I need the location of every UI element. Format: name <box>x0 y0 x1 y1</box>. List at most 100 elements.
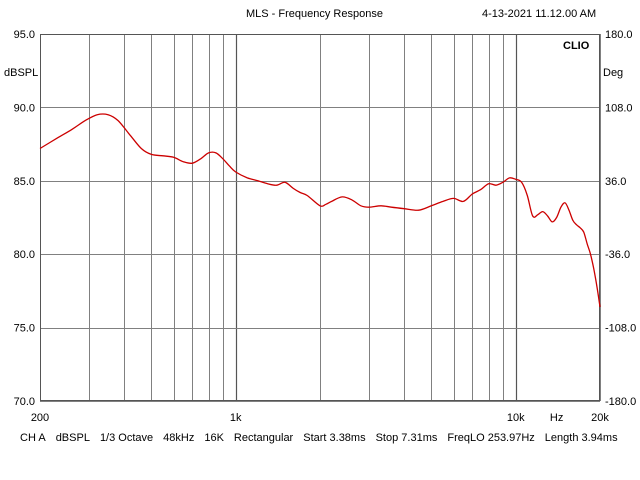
y-left-tick-label: 85.0 <box>14 176 35 188</box>
response-point <box>200 158 201 159</box>
footer-channel: CH A <box>20 432 46 444</box>
response-point <box>527 195 528 196</box>
response-point <box>118 120 119 121</box>
response-point <box>542 211 543 212</box>
response-point <box>307 195 308 196</box>
response-point <box>580 227 581 228</box>
response-point <box>521 182 522 183</box>
response-point <box>85 120 86 121</box>
response-point <box>590 254 591 255</box>
footer-fft-size: 16K <box>204 432 224 444</box>
footer-smoothing: 1/3 Octave <box>99 432 154 444</box>
response-point <box>369 207 370 208</box>
axis-label-layer: 95.0 90.0 85.0 80.0 75.0 70.0 180.0 108.0 36.0 -3… <box>14 29 637 424</box>
response-point <box>192 163 193 164</box>
y-left-tick-label: 75.0 <box>14 323 35 335</box>
response-point <box>502 182 503 183</box>
response-point <box>404 208 405 209</box>
response-point <box>583 232 584 233</box>
x-tick-label: 200 <box>31 412 49 424</box>
response-point <box>39 148 40 149</box>
response-point <box>537 214 538 215</box>
y-right-tick-label: -180.0 <box>605 396 636 408</box>
response-point <box>267 183 268 184</box>
response-point <box>351 199 352 200</box>
footer-stop: Stop 7.31ms <box>375 432 438 444</box>
footer-length: Length 3.94ms <box>544 432 618 444</box>
response-point <box>284 182 285 183</box>
response-point <box>300 192 301 193</box>
response-point <box>360 205 361 206</box>
response-trace-line <box>39 113 601 308</box>
response-point <box>108 114 109 115</box>
response-point <box>556 217 557 218</box>
response-point <box>130 135 131 136</box>
response-point <box>208 152 209 153</box>
response-point <box>173 157 174 158</box>
response-point <box>56 138 57 139</box>
plot-frame <box>40 34 600 401</box>
x-tick-label: 1k <box>230 412 242 424</box>
response-point <box>319 205 320 206</box>
response-point <box>532 215 533 216</box>
y-right-tick-label: 180.0 <box>605 29 633 41</box>
footer-status-bar: CH A dBSPL 1/3 Octave 48kHz 16K Rectangu… <box>20 432 635 444</box>
grid <box>40 34 601 402</box>
y-left-tick-label: 80.0 <box>14 249 35 261</box>
response-point <box>162 155 163 156</box>
y-right-tick-label: 36.0 <box>605 176 626 188</box>
response-point <box>495 185 496 186</box>
response-point <box>552 221 553 222</box>
y-left-tick-label: 90.0 <box>14 102 35 114</box>
response-point <box>488 183 489 184</box>
y-left-tick-label: 70.0 <box>14 396 35 408</box>
x-tick-label: 10k <box>507 412 525 424</box>
response-point <box>463 201 464 202</box>
response-point <box>593 268 594 269</box>
response-point <box>599 306 600 307</box>
response-point <box>222 158 223 159</box>
response-point <box>547 215 548 216</box>
left-axis-unit: dBSPL <box>4 67 39 79</box>
response-point <box>380 205 381 206</box>
response-point <box>568 210 569 211</box>
response-point <box>141 148 142 149</box>
response-point <box>229 166 230 167</box>
footer-sample-rate: 48kHz <box>163 432 195 444</box>
response-point <box>292 188 293 189</box>
series-layer <box>39 113 601 308</box>
response-point <box>418 210 419 211</box>
brand-label: CLIO <box>563 40 590 52</box>
response-point <box>453 198 454 199</box>
response-point <box>442 201 443 202</box>
response-point <box>596 286 597 287</box>
y-right-tick-label: -108.0 <box>605 323 636 335</box>
y-right-tick-label: -36.0 <box>605 249 630 261</box>
response-point <box>572 220 573 221</box>
response-point <box>342 196 343 197</box>
response-point <box>331 201 332 202</box>
response-point <box>564 202 565 203</box>
response-point <box>431 205 432 206</box>
response-point <box>151 154 152 155</box>
response-point <box>71 129 72 130</box>
response-point <box>257 180 258 181</box>
response-point <box>391 207 392 208</box>
response-point <box>97 114 98 115</box>
response-point <box>587 243 588 244</box>
y-left-tick-label: 95.0 <box>14 29 35 41</box>
footer-freq-lo: FreqLO 253.97Hz <box>447 432 535 444</box>
response-point <box>247 177 248 178</box>
response-point <box>576 224 577 225</box>
response-point <box>472 193 473 194</box>
timestamp: 4-13-2021 11.12.00 AM <box>482 8 597 20</box>
x-tick-label: 20k <box>591 412 609 424</box>
y-right-tick-label: 108.0 <box>605 102 633 114</box>
chart-title: MLS - Frequency Response <box>246 8 383 20</box>
response-point <box>235 171 236 172</box>
response-point <box>509 177 510 178</box>
footer-start: Start 3.38ms <box>303 432 366 444</box>
footer-window: Rectangular <box>233 432 294 444</box>
response-point <box>215 152 216 153</box>
